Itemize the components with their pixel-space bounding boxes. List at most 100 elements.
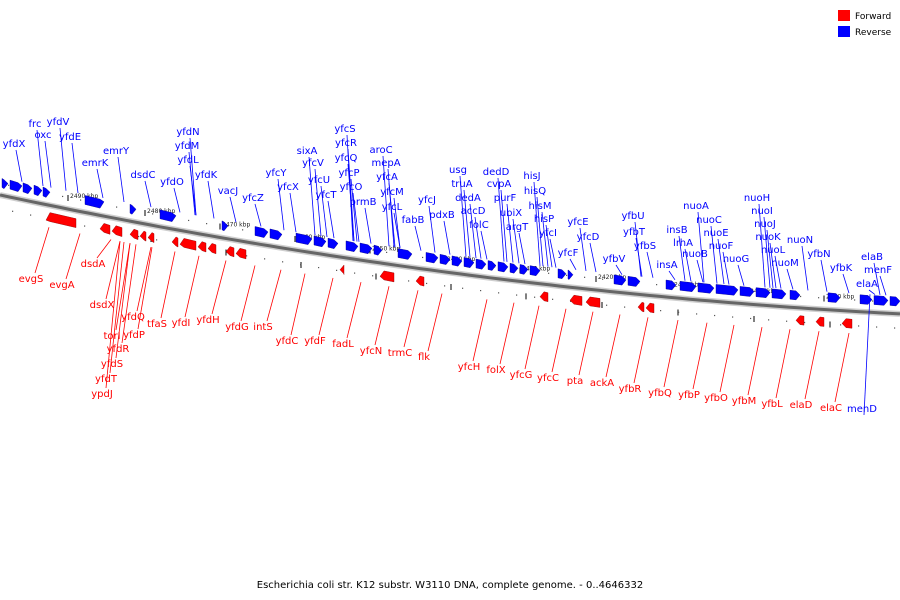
reverse-gene-label-yfdN: yfdN xyxy=(176,127,199,138)
reverse-gene xyxy=(557,268,567,279)
forward-gene-label-yfdH: yfdH xyxy=(196,315,219,326)
reverse-gene-leader xyxy=(678,235,686,281)
reverse-gene-label-hisQ: hisQ xyxy=(524,186,546,197)
reverse-gene-label-yfbS: yfbS xyxy=(634,241,656,252)
reverse-gene xyxy=(327,237,339,249)
minor-tick xyxy=(584,276,586,278)
reverse-gene xyxy=(497,261,509,273)
forward-gene-label-yfcC: yfcC xyxy=(537,373,559,384)
reverse-gene xyxy=(487,260,497,271)
reverse-gene xyxy=(9,179,23,192)
minor-tick xyxy=(152,213,154,215)
minor-tick xyxy=(84,225,86,227)
reverse-gene-label-nuoF: nuoF xyxy=(709,241,734,252)
minor-tick xyxy=(732,316,734,318)
reverse-gene-label-nuoN: nuoN xyxy=(787,235,813,246)
reverse-gene-label-prmB: prmB xyxy=(350,197,377,208)
reverse-gene-leader xyxy=(541,211,549,267)
forward-gene-leader xyxy=(834,333,850,403)
forward-gene xyxy=(795,315,805,326)
forward-gene-leader xyxy=(692,322,708,390)
reverse-gene-label-nuoK: nuoK xyxy=(755,232,781,243)
reverse-gene-leader xyxy=(500,189,508,262)
reverse-gene-leader xyxy=(820,259,828,292)
forward-gene xyxy=(569,294,583,306)
forward-gene-label-tfaS: tfaS xyxy=(147,319,167,330)
reverse-gene-leader xyxy=(518,232,526,265)
tick-label: 2390 kbp xyxy=(826,294,854,301)
reverse-gene xyxy=(889,296,900,307)
forward-gene-leader xyxy=(65,233,81,280)
forward-gene-leader xyxy=(427,293,443,352)
reverse-gene-label-lrhA: lrhA xyxy=(673,238,693,249)
forward-gene xyxy=(139,230,147,242)
reverse-gene-leader xyxy=(769,242,777,289)
forward-gene-label-yfbQ: yfbQ xyxy=(648,388,672,399)
reverse-gene-label-nuoG: nuoG xyxy=(723,254,750,265)
forward-gene xyxy=(171,236,179,248)
reverse-gene xyxy=(373,244,383,256)
reverse-gene-leader xyxy=(684,248,692,282)
reverse-gene-leader xyxy=(59,127,67,191)
minor-tick xyxy=(804,321,806,324)
forward-gene-label-flk: flk xyxy=(418,352,430,363)
minor-tick xyxy=(282,261,284,263)
minor-tick xyxy=(516,294,518,296)
minor-tick xyxy=(354,272,356,274)
minor-tick xyxy=(426,282,428,285)
forward-gene-label-ackA: ackA xyxy=(590,378,614,389)
reverse-gene-leader xyxy=(388,182,396,248)
reverse-gene-label-yfdV: yfdV xyxy=(47,117,70,128)
reverse-gene-label-nuoA: nuoA xyxy=(683,201,709,212)
forward-gene-leader xyxy=(121,244,137,344)
reverse-gene-label-yfcS: yfcS xyxy=(334,124,355,135)
minor-tick xyxy=(696,313,698,315)
forward-gene-label-yfdQ: yfdQ xyxy=(121,312,145,323)
reverse-gene-leader xyxy=(327,200,335,239)
reverse-gene-leader xyxy=(289,192,297,233)
minor-tick xyxy=(534,296,536,298)
tick-label: 2460 kbp xyxy=(297,234,325,241)
forward-gene-label-yfcH: yfcH xyxy=(458,362,480,373)
reverse-gene xyxy=(827,292,841,303)
reverse-gene xyxy=(697,282,715,294)
reverse-gene-leader xyxy=(308,156,316,236)
reverse-gene-label-yfcP: yfcP xyxy=(339,168,360,179)
forward-gene-leader xyxy=(775,329,791,399)
forward-gene xyxy=(111,225,123,237)
forward-gene xyxy=(841,318,853,329)
reverse-gene-leader xyxy=(96,168,104,199)
forward-gene-label-elaD: elaD xyxy=(790,400,813,411)
reverse-gene-leader xyxy=(480,230,488,260)
reverse-gene-label-yfcI: yfcI xyxy=(539,228,557,239)
reverse-gene-leader xyxy=(710,225,718,284)
forward-gene xyxy=(99,223,111,235)
reverse-gene-leader xyxy=(469,203,477,259)
reverse-gene-leader xyxy=(36,129,44,187)
minor-tick xyxy=(206,223,208,225)
legend-swatch-reverse xyxy=(838,26,850,37)
tick-label: 2440 kbp xyxy=(447,256,475,263)
forward-gene-label-yfbP: yfbP xyxy=(678,390,700,401)
minor-tick xyxy=(840,324,842,326)
reverse-gene-label-yfbU: yfbU xyxy=(621,211,644,222)
reverse-gene xyxy=(313,235,327,248)
reverse-gene-leader xyxy=(393,212,401,248)
reverse-gene-leader xyxy=(635,237,643,277)
reverse-gene-leader xyxy=(254,203,262,227)
reverse-gene-label-aroC: aroC xyxy=(369,145,392,156)
reverse-gene-label-yfcM: yfcM xyxy=(380,187,404,198)
minor-tick xyxy=(750,317,752,320)
reverse-gene-label-argT: argT xyxy=(506,222,529,233)
forward-gene-leader xyxy=(719,324,735,393)
reverse-gene-leader xyxy=(545,224,553,268)
reverse-gene xyxy=(359,242,373,254)
reverse-gene-leader xyxy=(350,178,358,242)
minor-tick xyxy=(498,292,500,294)
minor-tick xyxy=(12,210,14,212)
reverse-gene-label-yfcT: yfcT xyxy=(315,190,337,201)
forward-gene-label-yfdS: yfdS xyxy=(101,359,123,370)
reverse-gene-leader xyxy=(868,289,876,295)
minor-tick xyxy=(422,256,424,259)
